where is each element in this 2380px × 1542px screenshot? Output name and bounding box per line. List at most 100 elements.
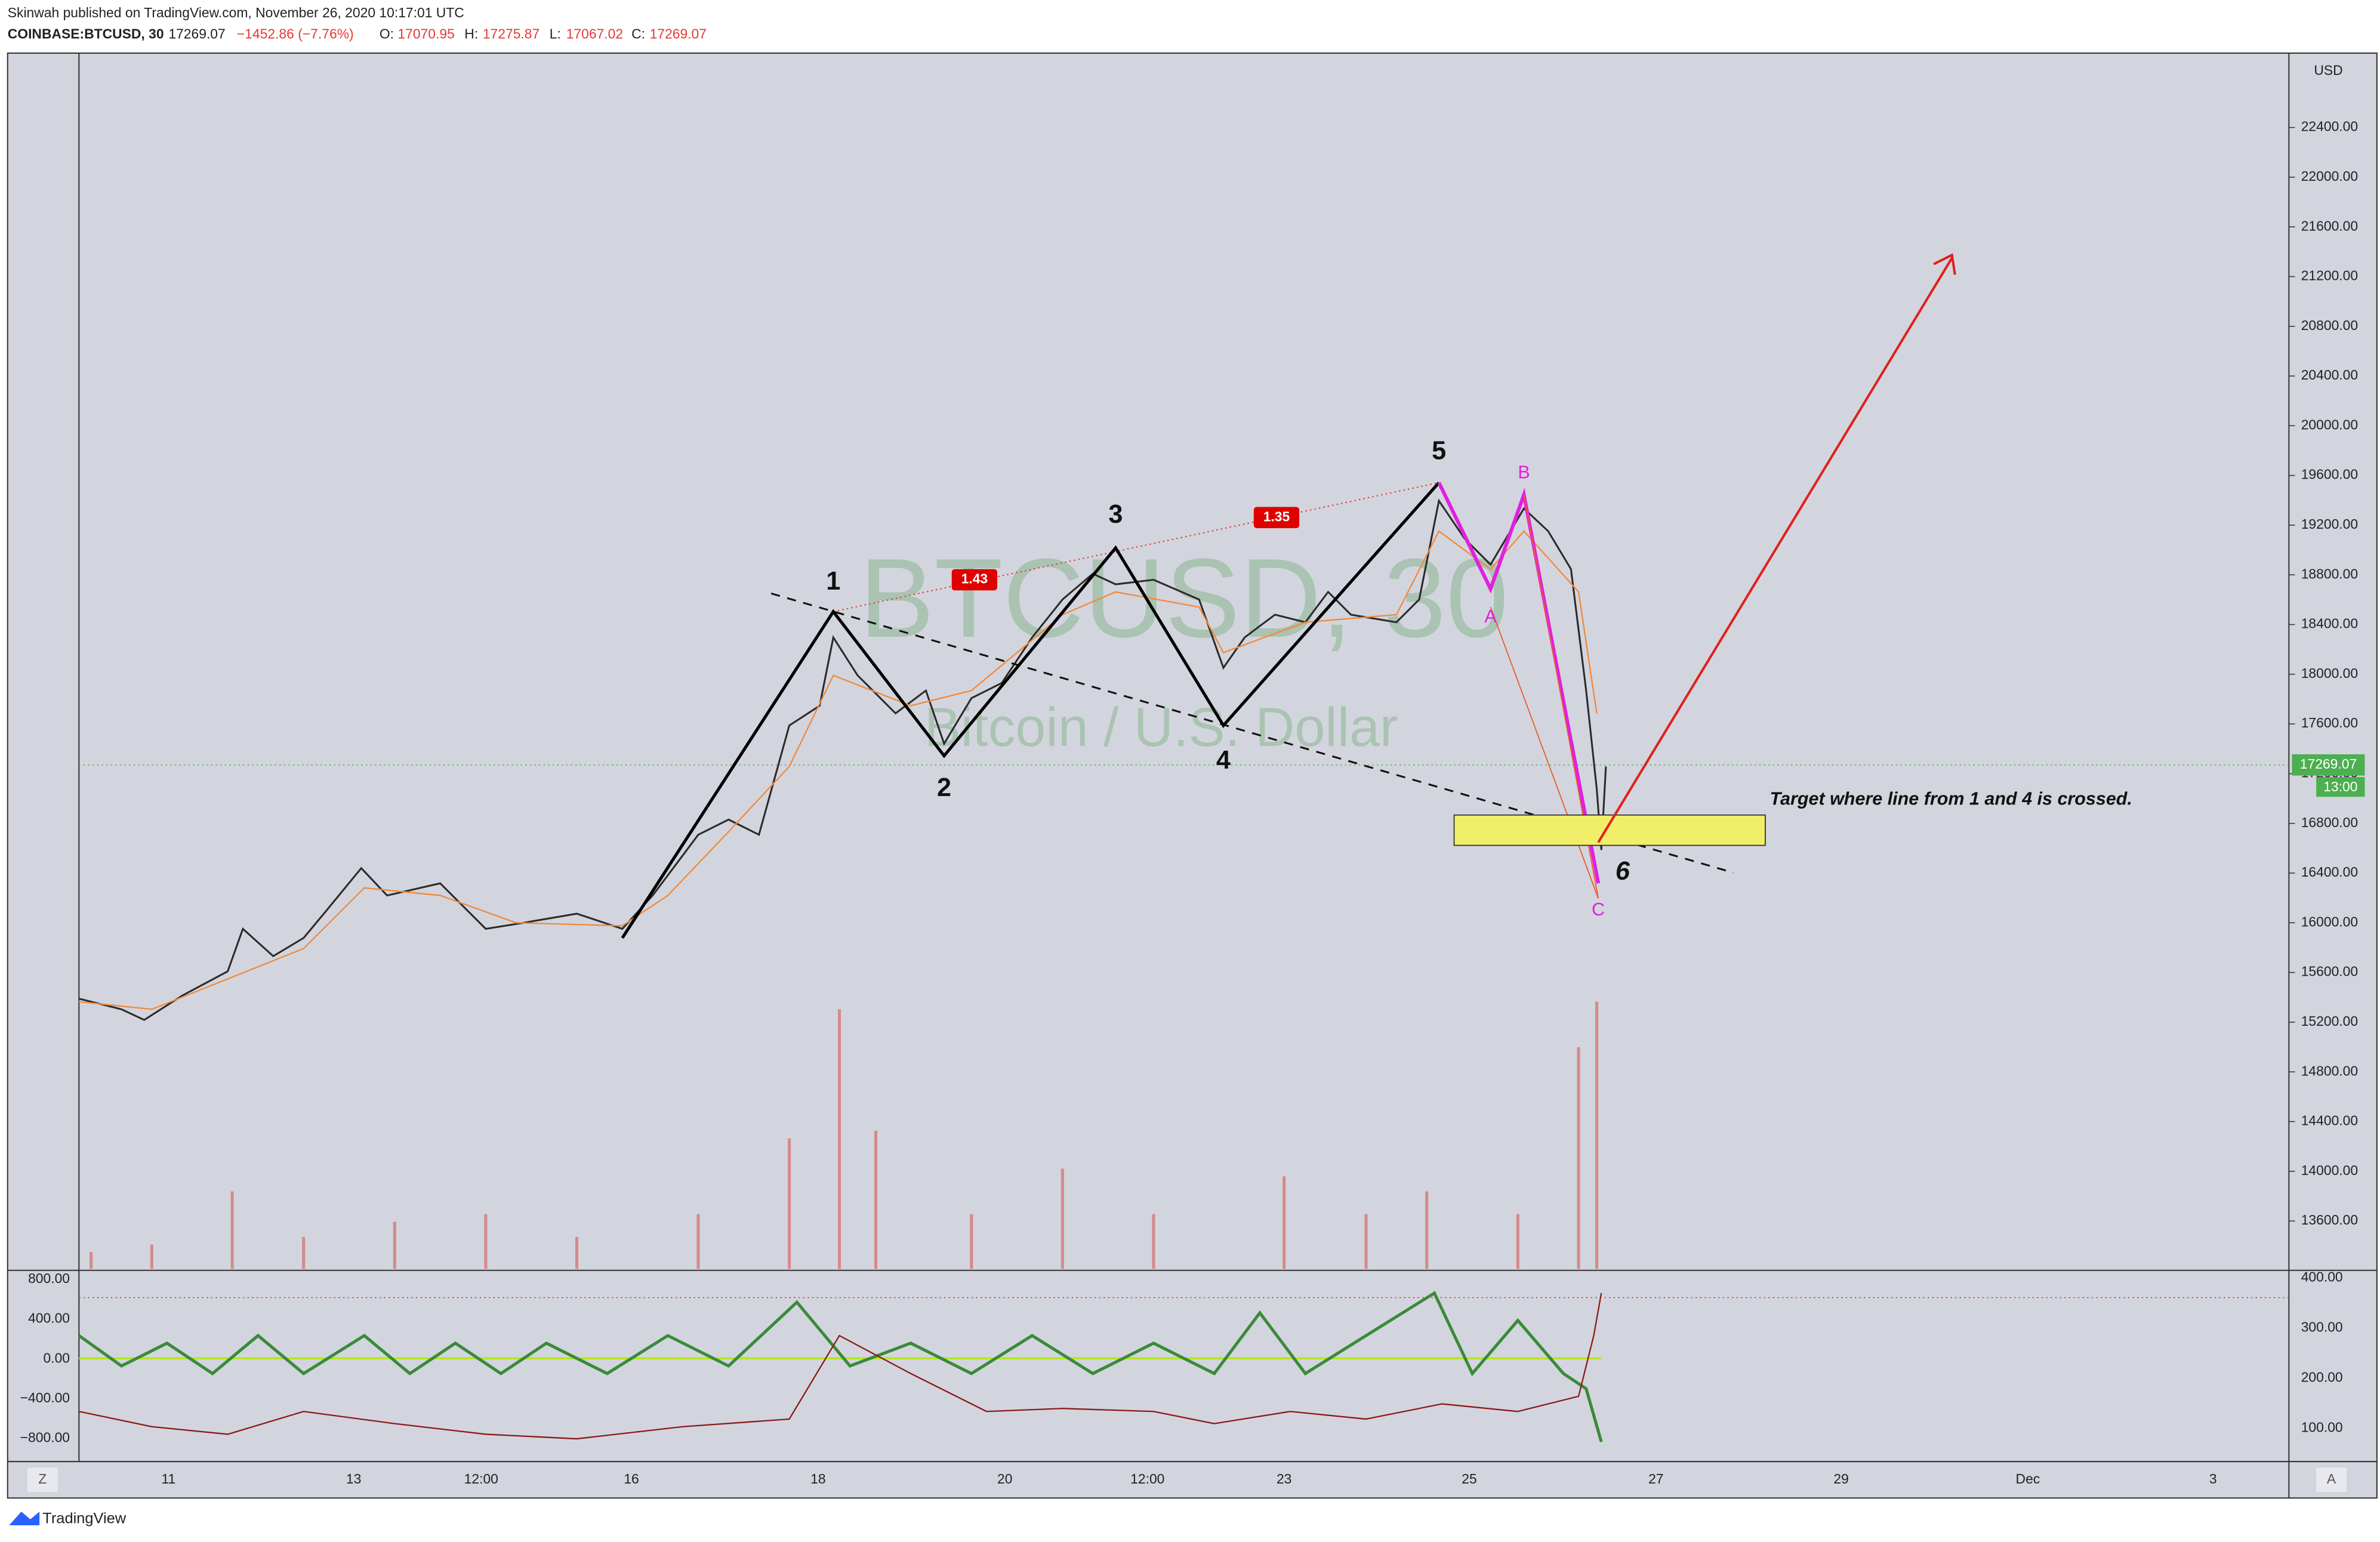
toolbar-button[interactable] xyxy=(2316,1467,2347,1492)
price-tick-label: 18000.00 xyxy=(2301,665,2358,681)
footer: TradingView xyxy=(42,1510,127,1527)
price-tick-label: 20400.00 xyxy=(2301,367,2358,383)
price-tick-label: 16800.00 xyxy=(2301,815,2358,830)
h: 17275.87 xyxy=(483,26,539,42)
o-label: O: xyxy=(380,26,394,42)
price-tick-label: 14400.00 xyxy=(2301,1113,2358,1128)
price-path xyxy=(78,498,1607,1021)
price-tick-label: 19200.00 xyxy=(2301,516,2358,532)
price-tick-label: 16000.00 xyxy=(2301,914,2358,929)
corrective-label: C xyxy=(1592,899,1605,920)
countdown-tag xyxy=(2316,777,2365,797)
currency: USD xyxy=(2314,63,2342,78)
wave-label: 1 xyxy=(826,567,840,596)
logo xyxy=(9,1512,40,1526)
last-price-tag xyxy=(2292,754,2365,776)
time-tick-label: 12:00 xyxy=(1130,1471,1164,1487)
zoom-button[interactable]: Z xyxy=(38,1471,47,1487)
ohlc-bar: COINBASE:BTCUSD, 30 17269.07 −1452.86 (−… xyxy=(8,26,707,42)
osc-right-tick-label: 100.00 xyxy=(2301,1419,2343,1435)
moving-average xyxy=(79,530,1598,1010)
countdown: 13:00 xyxy=(2323,779,2357,794)
time-tick-label: Dec xyxy=(2016,1471,2040,1487)
price-tick-label: 20000.00 xyxy=(2301,417,2358,432)
price-tick-label: 18400.00 xyxy=(2301,616,2358,631)
price-tick-label: 22000.00 xyxy=(2301,168,2358,184)
corrective-label: B xyxy=(1518,462,1530,483)
corrective-wave xyxy=(1437,482,1601,884)
o: 17070.95 xyxy=(397,26,454,42)
price-tick-label: 16400.00 xyxy=(2301,864,2358,880)
time-tick-label: 23 xyxy=(1277,1471,1291,1487)
wave-label: 3 xyxy=(1108,500,1123,529)
price-tick-label: 17600.00 xyxy=(2301,715,2358,730)
arrow-head xyxy=(1933,253,1956,275)
time-tick-label: 20 xyxy=(997,1471,1012,1487)
osc-left-tick-label: 400.00 xyxy=(28,1310,70,1326)
wave-label: 4 xyxy=(1216,746,1231,775)
time-tick-label: 29 xyxy=(1833,1471,1848,1487)
publisher: Skinwah published on TradingView.com, No… xyxy=(8,5,464,20)
price-tick-label: 19600.00 xyxy=(2301,467,2358,482)
price-tick-label: 13600.00 xyxy=(2301,1212,2358,1228)
ratio-badge xyxy=(1253,507,1300,529)
symbol: COINBASE:BTCUSD, 30 xyxy=(8,26,164,42)
time-tick-label: 12:00 xyxy=(464,1471,498,1487)
wave-label: 2 xyxy=(937,773,951,802)
chart-frame xyxy=(7,52,2378,1499)
price-tick-label: 14800.00 xyxy=(2301,1063,2358,1078)
h-label: H: xyxy=(464,26,478,42)
price-tick-label: 21600.00 xyxy=(2301,218,2358,233)
osc-right-tick-label: 300.00 xyxy=(2301,1319,2343,1334)
price-tick-label: 18800.00 xyxy=(2301,566,2358,581)
l-label: L: xyxy=(550,26,561,42)
auto-scale-button[interactable]: A xyxy=(2327,1471,2336,1487)
change: −1452.86 (−7.76%) xyxy=(237,26,354,42)
price-tick-label: 20800.00 xyxy=(2301,317,2358,333)
osc-left-tick-label: 800.00 xyxy=(28,1270,70,1286)
target-note: Target where line from 1 and 4 is crosse… xyxy=(1770,788,2132,809)
ratio-line xyxy=(833,482,1439,612)
c-label: C: xyxy=(631,26,645,42)
time-tick-label: 18 xyxy=(810,1471,825,1487)
ratio: 1.43 xyxy=(961,571,988,587)
osc-left-tick-label: 0.00 xyxy=(44,1350,70,1365)
l: 17067.02 xyxy=(566,26,623,42)
osc-right-tick-label: 400.00 xyxy=(2301,1269,2343,1285)
last-price: 17269.07 xyxy=(2300,756,2357,772)
time-tick-label: 27 xyxy=(1648,1471,1663,1487)
osc-left-tick-label: −800.00 xyxy=(20,1430,70,1445)
projection-arrow xyxy=(1597,257,1953,843)
price-tick-label: 15200.00 xyxy=(2301,1013,2358,1029)
price-tick-label: 22400.00 xyxy=(2301,119,2358,134)
osc-wave xyxy=(78,1291,1603,1442)
wave-labels: 1 2 3 4 5 6 A B C xyxy=(826,436,1630,920)
toolbar-button[interactable] xyxy=(27,1467,58,1492)
time-tick-label: 3 xyxy=(2209,1471,2217,1487)
time-tick-label: 13 xyxy=(346,1471,361,1487)
osc-secondary xyxy=(79,1293,1602,1440)
impulse-wave xyxy=(621,482,1441,939)
wave-label: 6 xyxy=(1616,857,1630,886)
c: 17269.07 xyxy=(650,26,707,42)
osc-right-tick-label: 200.00 xyxy=(2301,1369,2343,1384)
fib-lines xyxy=(1490,494,1599,899)
osc-left-tick-label: −400.00 xyxy=(20,1390,70,1405)
time-tick-label: 25 xyxy=(1462,1471,1476,1487)
last: 17269.07 xyxy=(168,26,225,42)
wave-label: 5 xyxy=(1432,436,1446,465)
price-tick-label: 21200.00 xyxy=(2301,268,2358,283)
volume-bars xyxy=(90,1001,1599,1269)
time-tick-label: 11 xyxy=(161,1471,175,1487)
price-tick-label: 14000.00 xyxy=(2301,1162,2358,1178)
ratio: 1.35 xyxy=(1263,508,1290,524)
ratio-badges: 1.43 1.35 xyxy=(951,507,1300,591)
ratio-badge xyxy=(951,569,997,591)
price-tick-label: 15600.00 xyxy=(2301,964,2358,979)
time-tick-label: 16 xyxy=(624,1471,639,1487)
target-zone xyxy=(1453,814,1766,846)
corrective-label: A xyxy=(1484,606,1497,627)
watermark-symbol: BTCUSD, 30 xyxy=(859,535,1509,661)
